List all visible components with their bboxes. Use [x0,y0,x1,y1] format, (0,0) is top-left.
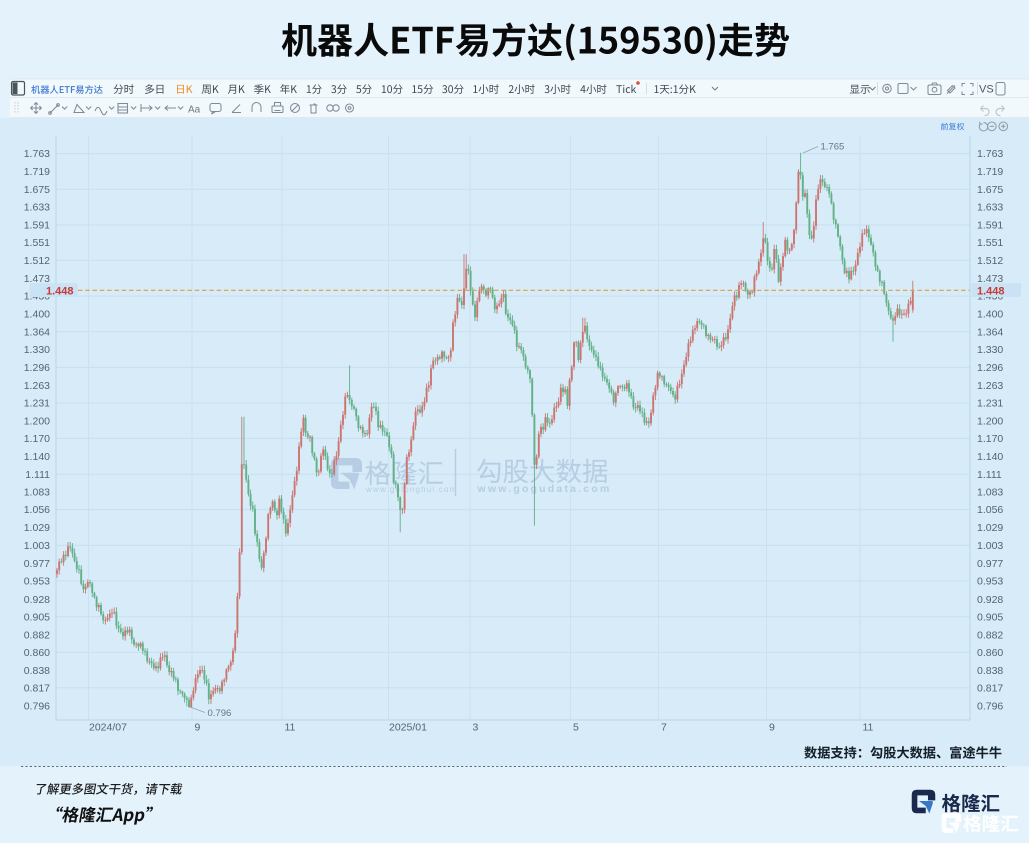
svg-text:1.330: 1.330 [977,344,1003,356]
svg-text:1.473: 1.473 [24,273,50,285]
svg-text:0.905: 0.905 [24,611,50,623]
svg-text:1.675: 1.675 [977,184,1003,196]
svg-text:1.763: 1.763 [977,148,1003,160]
svg-text:1.675: 1.675 [24,184,50,196]
svg-text:1.170: 1.170 [977,433,1003,445]
svg-text:1.473: 1.473 [977,273,1003,285]
svg-text:7: 7 [661,722,667,734]
svg-text:1.029: 1.029 [24,522,50,534]
svg-text:1.719: 1.719 [24,166,50,178]
svg-text:3: 3 [473,722,479,734]
svg-text:1.719: 1.719 [977,166,1003,178]
svg-text:0.860: 0.860 [24,647,50,659]
svg-text:1.140: 1.140 [977,451,1003,463]
svg-text:1.591: 1.591 [24,220,50,232]
svg-text:1.633: 1.633 [977,201,1003,213]
svg-text:1.551: 1.551 [24,237,50,249]
svg-text:Aa: Aa [188,105,201,116]
svg-text:0.817: 0.817 [977,682,1003,694]
svg-text:1.111: 1.111 [977,469,1002,481]
svg-text:1.551: 1.551 [977,237,1003,249]
svg-text:1.448: 1.448 [977,285,1005,297]
svg-text:1.083: 1.083 [24,487,50,499]
svg-text:www.gelonghui.com: www.gelonghui.com [365,485,458,494]
svg-text:1.056: 1.056 [24,504,50,516]
svg-text:1.003: 1.003 [24,540,50,552]
svg-text:1.140: 1.140 [24,451,50,463]
svg-text:0.928: 0.928 [24,594,50,606]
svg-text:1.364: 1.364 [24,326,50,338]
svg-text:1.763: 1.763 [24,148,50,160]
svg-text:0.977: 0.977 [977,558,1003,570]
svg-text:0.953: 0.953 [977,576,1003,588]
svg-text:1.231: 1.231 [24,398,50,410]
svg-text:1.633: 1.633 [24,201,50,213]
svg-text:1.330: 1.330 [24,344,50,356]
svg-text:1.111: 1.111 [25,469,50,481]
svg-text:5: 5 [573,722,579,734]
svg-text:1.263: 1.263 [977,380,1003,392]
svg-text:9: 9 [769,722,775,734]
svg-text:1.400: 1.400 [24,308,50,320]
svg-text:1.231: 1.231 [977,398,1003,410]
svg-text:0.796: 0.796 [24,701,50,713]
svg-text:1.083: 1.083 [977,487,1003,499]
svg-text:9: 9 [195,722,201,734]
svg-text:1.512: 1.512 [977,255,1003,267]
svg-text:1.512: 1.512 [24,255,50,267]
svg-text:1.296: 1.296 [977,362,1003,374]
svg-text:0.953: 0.953 [24,576,50,588]
svg-text:1.765: 1.765 [821,142,845,153]
svg-text:VS: VS [979,84,994,96]
svg-text:2025/01: 2025/01 [389,722,427,734]
svg-text:www.gogudata.com: www.gogudata.com [477,483,612,495]
svg-text:0.817: 0.817 [24,682,50,694]
svg-text:0.905: 0.905 [977,611,1003,623]
svg-text:0.882: 0.882 [977,629,1003,641]
svg-text:0.977: 0.977 [24,558,50,570]
svg-text:1.400: 1.400 [977,308,1003,320]
svg-text:0.796: 0.796 [208,708,232,719]
svg-text:0.838: 0.838 [977,665,1003,677]
svg-text:1.263: 1.263 [24,380,50,392]
svg-text:1.591: 1.591 [977,220,1003,232]
svg-text:1.029: 1.029 [977,522,1003,534]
svg-text:2024/07: 2024/07 [89,722,127,734]
svg-text:1.200: 1.200 [977,415,1003,427]
svg-text:1.056: 1.056 [977,504,1003,516]
svg-text:1.296: 1.296 [24,362,50,374]
svg-text:1.170: 1.170 [24,433,50,445]
svg-text:0.860: 0.860 [977,647,1003,659]
svg-text:0.928: 0.928 [977,594,1003,606]
svg-text:0.838: 0.838 [24,665,50,677]
svg-text:11: 11 [285,722,296,734]
svg-text:0.882: 0.882 [24,629,50,641]
svg-text:1.003: 1.003 [977,540,1003,552]
svg-text:1.448: 1.448 [46,285,74,297]
svg-text:1.364: 1.364 [977,326,1003,338]
svg-text:11: 11 [863,722,874,734]
svg-text:0.796: 0.796 [977,701,1003,713]
svg-text:1.200: 1.200 [24,415,50,427]
